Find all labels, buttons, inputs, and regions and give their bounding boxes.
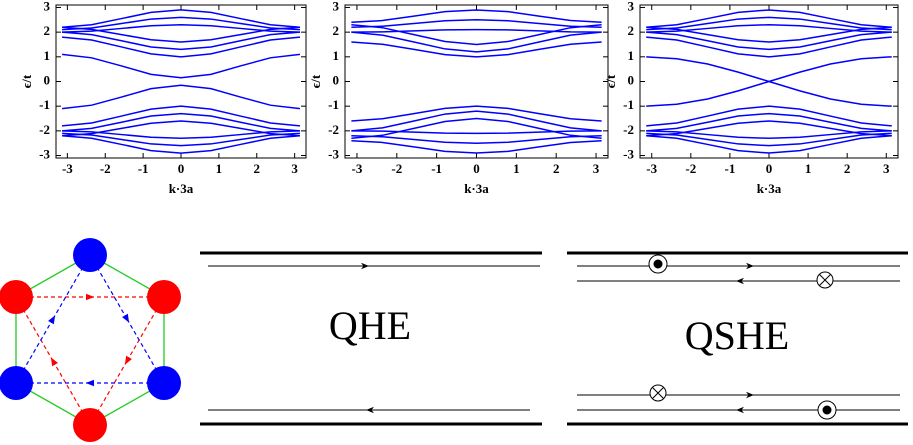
figure: -3-2-10123-3-2-10123k·3aϵ/t-3-2-10123-3-… xyxy=(0,0,913,445)
band-line xyxy=(351,20,601,27)
x-tick-label: -1 xyxy=(724,161,735,176)
x-tick-label: -1 xyxy=(138,161,149,176)
x-tick-label: -3 xyxy=(62,161,73,176)
y-tick-label: -3 xyxy=(623,147,634,162)
x-tick-label: 2 xyxy=(254,161,261,176)
band-line xyxy=(351,136,601,143)
y-tick-label: -1 xyxy=(328,97,339,112)
red-hopping xyxy=(16,297,164,425)
y-tick-label: 1 xyxy=(44,48,51,63)
band-line xyxy=(62,85,300,108)
x-tick-label: 1 xyxy=(216,161,223,176)
band-line xyxy=(62,54,300,77)
y-tick-label: 0 xyxy=(333,72,340,87)
y-tick-label: 3 xyxy=(333,0,340,13)
band-line xyxy=(62,27,300,42)
y-tick-label: 2 xyxy=(628,23,635,38)
band-line xyxy=(646,57,892,106)
band-line xyxy=(351,30,601,32)
band-line xyxy=(62,106,300,126)
sites xyxy=(0,238,181,442)
x-tick-label: -3 xyxy=(352,161,363,176)
y-tick-label: 3 xyxy=(44,0,51,13)
x-tick-label: 1 xyxy=(513,161,520,176)
x-tick-label: 3 xyxy=(883,161,890,176)
y-tick-label: 1 xyxy=(628,48,635,63)
hexagon-lattice xyxy=(0,238,181,442)
y-tick-label: 3 xyxy=(628,0,635,13)
x-tick-label: -2 xyxy=(685,161,696,176)
x-tick-label: 0 xyxy=(766,161,773,176)
band-line xyxy=(646,106,892,126)
band-line xyxy=(351,131,601,133)
y-tick-label: -2 xyxy=(39,122,50,137)
y-tick-label: 1 xyxy=(333,48,340,63)
band-line xyxy=(646,27,892,42)
qshe-label: QSHE xyxy=(685,313,789,358)
y-tick-label: 0 xyxy=(44,72,51,87)
x-tick-label: -2 xyxy=(100,161,111,176)
y-tick-label: -2 xyxy=(328,122,339,137)
y-tick-label: -3 xyxy=(328,147,339,162)
x-axis-label: k·3a xyxy=(464,181,489,196)
blue-hopping xyxy=(16,255,164,383)
band-line xyxy=(646,37,892,57)
band-line xyxy=(646,121,892,136)
qhe-label: QHE xyxy=(329,303,411,348)
x-tick-label: 2 xyxy=(844,161,851,176)
y-tick-label: -2 xyxy=(623,122,634,137)
x-tick-label: 1 xyxy=(805,161,812,176)
y-tick-label: -3 xyxy=(39,147,50,162)
x-tick-label: 0 xyxy=(473,161,480,176)
y-tick-label: 2 xyxy=(333,23,340,38)
x-tick-label: 3 xyxy=(291,161,298,176)
x-axis-label: k·3a xyxy=(757,181,782,196)
x-tick-label: 3 xyxy=(593,161,600,176)
y-tick-label: 2 xyxy=(44,23,51,38)
band-line xyxy=(351,25,601,45)
band-line xyxy=(62,121,300,136)
y-axis-label: ϵ/t xyxy=(603,74,618,88)
x-axis-label: k·3a xyxy=(169,181,194,196)
x-tick-label: 2 xyxy=(553,161,560,176)
y-axis-label: ϵ/t xyxy=(308,74,323,88)
x-tick-label: -1 xyxy=(431,161,442,176)
band-line xyxy=(351,111,601,131)
x-tick-label: -3 xyxy=(646,161,657,176)
y-axis-label: ϵ/t xyxy=(19,74,34,88)
x-tick-label: 0 xyxy=(178,161,185,176)
y-tick-label: -1 xyxy=(39,97,50,112)
band-line xyxy=(62,37,300,57)
y-tick-label: 0 xyxy=(628,72,635,87)
hexagon-bonds xyxy=(16,255,164,425)
band-line xyxy=(351,119,601,139)
y-tick-label: -1 xyxy=(623,97,634,112)
x-tick-label: -2 xyxy=(391,161,402,176)
band-line xyxy=(351,32,601,52)
